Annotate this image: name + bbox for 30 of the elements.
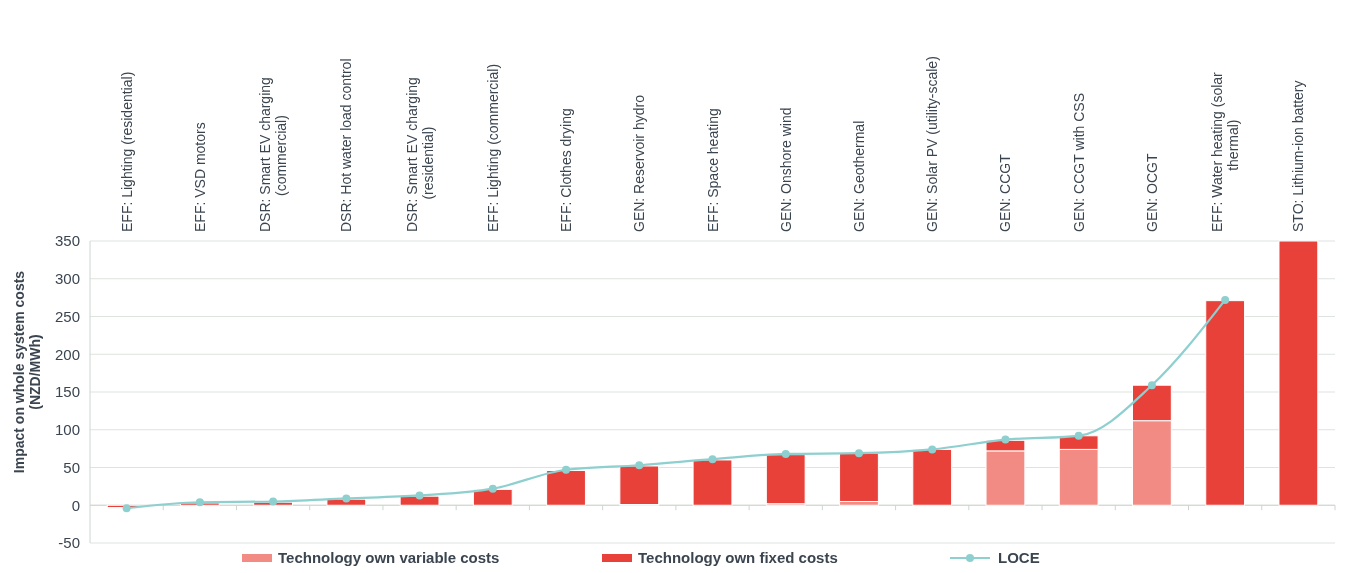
- x-tick-label: STO: Lithium-ion battery: [1290, 80, 1307, 232]
- x-tick-label: EFF: Lighting (commercial): [484, 63, 501, 232]
- y-tick-label: 150: [54, 383, 80, 401]
- y-tick-label: -50: [58, 534, 80, 552]
- x-tick-label: DSR: Smart EV charging (commercial): [257, 77, 290, 232]
- y-tick-label: 300: [54, 270, 80, 287]
- x-tick-label: GEN: CCGT: [997, 153, 1014, 232]
- x-tick-label: EFF: Lighting (residential): [118, 71, 135, 232]
- x-tick-label: EFF: Water heating (solar thermal): [1209, 71, 1242, 232]
- x-tick-label: EFF: Clothes drying: [558, 108, 575, 232]
- legend-label: LOCE: [998, 549, 1040, 566]
- y-tick-label: 0: [71, 496, 80, 514]
- legend-label: Technology own variable costs: [278, 549, 500, 566]
- y-tick-label: 350: [54, 232, 80, 250]
- y-tick-label: 100: [54, 421, 80, 438]
- x-tick-label: GEN: Solar PV (utility-scale): [924, 56, 941, 232]
- y-tick-label: 250: [54, 307, 80, 325]
- legend-label: Technology own fixed costs: [638, 549, 838, 566]
- x-tick-label: GEN: Geothermal: [850, 120, 867, 232]
- x-tick-label: DSR: Hot water load control: [338, 58, 355, 232]
- y-tick-label: 50: [63, 458, 80, 476]
- x-tick-label: GEN: CCGT with CSS: [1070, 93, 1087, 232]
- x-tick-label: EFF: Space heating: [704, 108, 721, 232]
- x-tick-label: EFF: VSD motors: [191, 122, 208, 232]
- x-tick-label: GEN: Onshore wind: [777, 107, 794, 232]
- x-tick-label: GEN: Reservoir hydro: [631, 94, 648, 232]
- y-axis-title: Impact on whole system costs (NZD/MWh): [11, 270, 43, 474]
- y-tick-label: 200: [54, 345, 80, 363]
- x-tick-label: GEN: OCGT: [1143, 152, 1160, 232]
- x-tick-label: DSR: Smart EV charging (residential): [403, 77, 436, 232]
